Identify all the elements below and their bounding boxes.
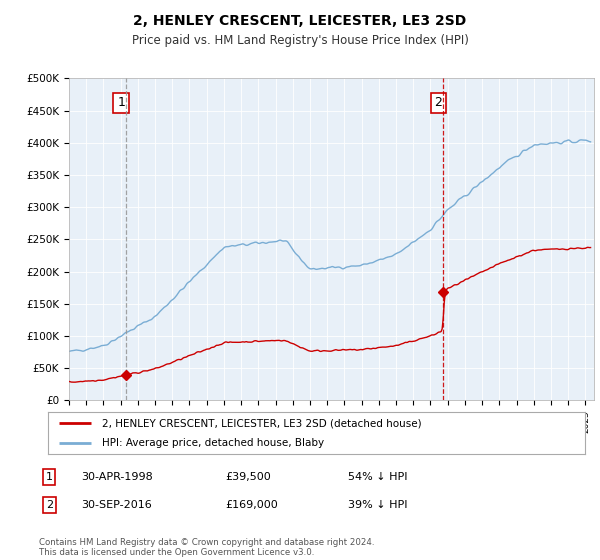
Text: Contains HM Land Registry data © Crown copyright and database right 2024.
This d: Contains HM Land Registry data © Crown c… <box>39 538 374 557</box>
Text: HPI: Average price, detached house, Blaby: HPI: Average price, detached house, Blab… <box>102 438 324 448</box>
Text: 2: 2 <box>46 500 53 510</box>
Text: £169,000: £169,000 <box>225 500 278 510</box>
Text: 30-APR-1998: 30-APR-1998 <box>81 472 153 482</box>
Text: £39,500: £39,500 <box>225 472 271 482</box>
Text: 30-SEP-2016: 30-SEP-2016 <box>81 500 152 510</box>
Text: 1: 1 <box>117 96 125 109</box>
Text: 2: 2 <box>434 96 442 109</box>
Text: 2, HENLEY CRESCENT, LEICESTER, LE3 2SD (detached house): 2, HENLEY CRESCENT, LEICESTER, LE3 2SD (… <box>102 418 421 428</box>
Text: 1: 1 <box>46 472 53 482</box>
Text: 54% ↓ HPI: 54% ↓ HPI <box>348 472 407 482</box>
Text: 39% ↓ HPI: 39% ↓ HPI <box>348 500 407 510</box>
Text: 2, HENLEY CRESCENT, LEICESTER, LE3 2SD: 2, HENLEY CRESCENT, LEICESTER, LE3 2SD <box>133 14 467 28</box>
Text: Price paid vs. HM Land Registry's House Price Index (HPI): Price paid vs. HM Land Registry's House … <box>131 34 469 46</box>
